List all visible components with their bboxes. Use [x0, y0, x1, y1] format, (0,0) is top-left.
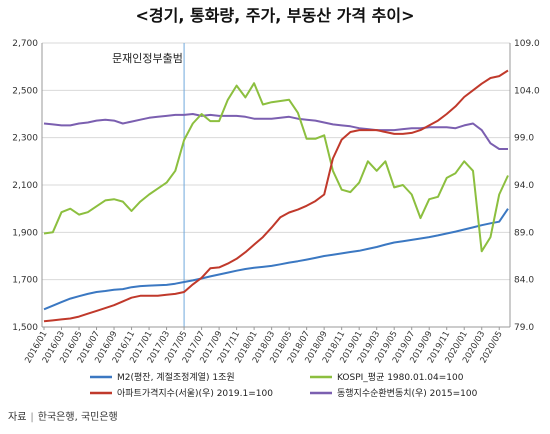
y-right-tick-label: 109.0: [514, 39, 540, 49]
source-text: 한국은행, 국민은행: [37, 412, 118, 423]
annotation-label: 문재인정부출범: [112, 52, 183, 65]
y-right-tick-label: 94.0: [514, 181, 534, 191]
legend: M2(평잔, 계절조정계열) 1조원 KOSPI_평균 1980.01.04=10…: [90, 371, 478, 399]
legend-label: KOSPI_평균 1980.01.04=100: [337, 372, 464, 383]
source-note: 자료 | 한국은행, 국민은행: [8, 408, 118, 423]
gridlines: [42, 42, 510, 328]
legend-label: 동행지수순환변동치(우) 2015=100: [337, 387, 478, 399]
y-left-tick-label: 2,100: [12, 181, 38, 191]
y-left-tick-label: 1,900: [12, 228, 38, 238]
y-left-tick-label: 1,500: [12, 323, 38, 333]
source-separator: |: [30, 412, 34, 423]
y-right-tick-label: 89.0: [514, 228, 534, 238]
series-line-3: [43, 113, 508, 150]
y-left-tick-label: 2,500: [12, 86, 38, 96]
series-line-0: [43, 208, 509, 311]
series-line-1: [43, 82, 509, 253]
y-axis-left-ticks: 1,500 1,700 1,900 2,100 2,300 2,500 2,700: [12, 39, 38, 333]
axes: [41, 43, 511, 328]
y-left-tick-label: 2,300: [12, 134, 38, 144]
source-label: 자료: [8, 412, 27, 423]
y-left-tick-label: 1,700: [12, 276, 38, 286]
x-axis-ticks: 2016/012016/032016/052016/072016/092016/…: [23, 327, 505, 365]
chart-title: <경기, 통화량, 주가, 부동산 가격 추이>: [135, 6, 415, 25]
y-right-tick-label: 84.0: [514, 276, 534, 286]
legend-label: M2(평잔, 계절조정계열) 1조원: [117, 371, 235, 383]
series-lines: [43, 69, 509, 323]
y-left-tick-label: 2,700: [12, 39, 38, 49]
y-right-tick-label: 79.0: [514, 323, 534, 333]
y-right-tick-label: 99.0: [514, 134, 534, 144]
series-line-2: [43, 69, 509, 323]
legend-label: 아파트가격지수(서울)(우) 2019.1=100: [117, 387, 273, 399]
y-right-tick-label: 104.0: [514, 86, 540, 96]
y-axis-right-ticks: 79.0 84.0 89.0 94.0 99.0 104.0 109.0: [514, 39, 540, 333]
